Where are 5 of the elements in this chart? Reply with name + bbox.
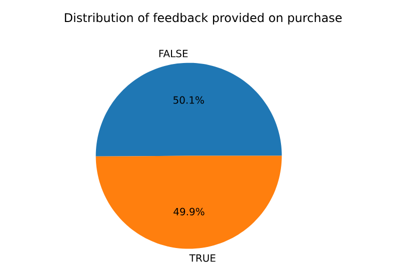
slice-label: TRUE <box>189 254 216 262</box>
chart-title: Distribution of feedback provided on purchase <box>64 12 342 24</box>
slice-label: FALSE <box>159 50 188 58</box>
data-label: 49.9% <box>174 208 204 216</box>
data-label: 50.1% <box>174 96 204 104</box>
